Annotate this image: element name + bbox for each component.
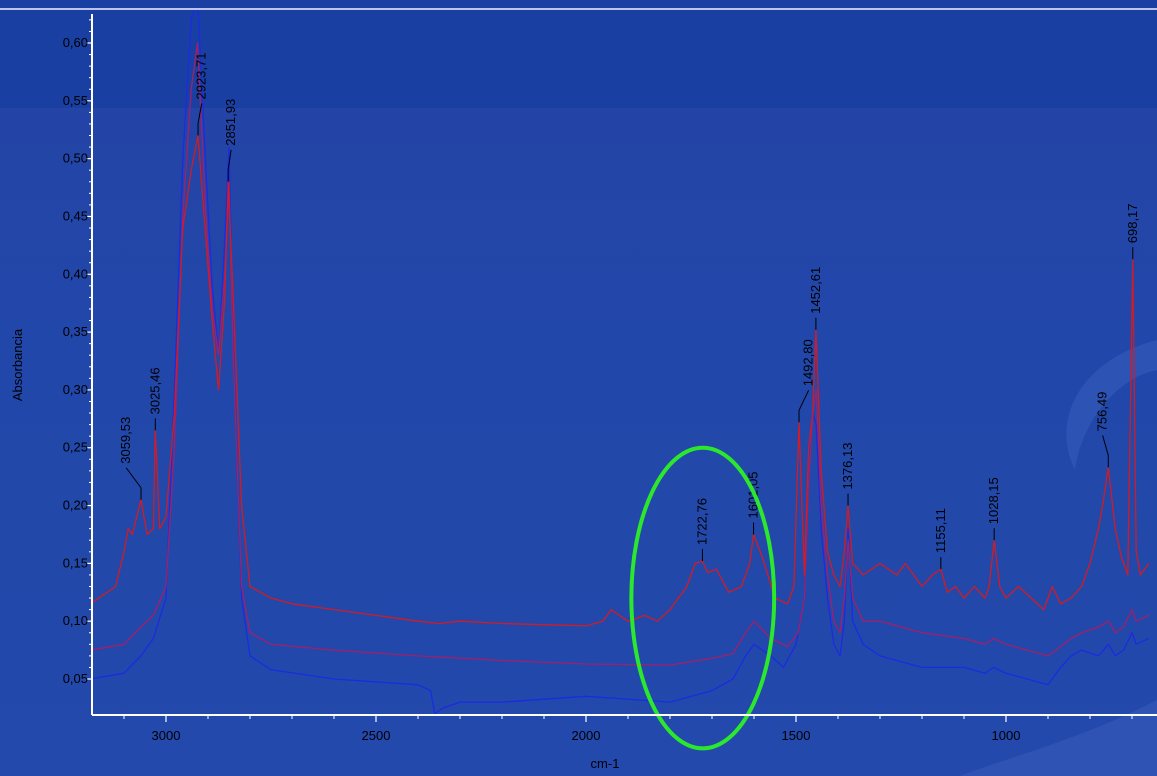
peak-label: 3025,46 [147,367,162,414]
y-tick-label: 0,60 [63,35,88,50]
decorative-swoosh [960,700,1157,776]
peak-label: 2923,71 [194,53,209,100]
peak-leader-line [125,467,142,489]
peak-label: 3059,53 [118,417,133,464]
peak-label: 1722,76 [694,498,709,545]
x-tick-layer: 3000 2500 2000 1500 1000 [123,715,1133,743]
y-tick-label: 0,25 [63,440,88,455]
highlight-ellipse [629,445,777,751]
blue-spectrum-line [92,10,1150,715]
y-tick-layer: 0,05 0,10 0,15 0,20 0,25 0,30 0,35 0,40 0,45 0,50… [63,19,92,686]
x-tick-label: 2000 [572,728,601,743]
y-tick-label: 0,20 [63,498,88,513]
y-tick-label: 0,10 [63,613,88,628]
red-spectrum-line [92,134,1150,627]
y-tick-label: 0,55 [63,93,88,108]
series-layer [92,10,1150,715]
purple-spectrum-line [92,42,1150,666]
peak-leader-line [798,390,810,411]
decorative-swoosh-right [1066,340,1157,470]
x-axis-title: cm-1 [591,756,620,771]
x-tick-label: 3000 [152,728,181,743]
x-tick-label: 1500 [782,728,811,743]
frame-line [0,8,1157,10]
peak-label: 1155,11 [933,508,948,553]
peak-label: 756,49 [1095,392,1110,432]
x-tick-label: 1000 [992,728,1021,743]
peak-label-layer: 3059,533025,462923,712851,931722,761601,… [118,53,1140,570]
y-tick-label: 0,30 [63,382,88,397]
peak-label: 1376,13 [840,443,855,490]
peak-label: 1028,15 [986,477,1001,524]
peak-leader-line [227,149,232,170]
header-band [0,0,1157,108]
x-tick-label: 2500 [362,728,391,743]
peak-leader-line [1102,435,1109,456]
y-tick-label: 0,35 [63,324,88,339]
peak-label: 698,17 [1125,203,1140,243]
y-tick-label: 0,50 [63,151,88,166]
y-tick-label: 0,40 [63,266,88,281]
y-tick-label: 0,15 [63,555,88,570]
annotation-layer [629,445,777,751]
y-tick-label: 0,05 [63,671,88,686]
y-axis-title: Absorbancia [10,328,25,401]
y-tick-label: 0,45 [63,208,88,223]
peak-leader-line [197,103,203,124]
peak-label: 2851,93 [223,99,238,146]
peak-label: 1452,61 [808,267,823,314]
peak-label: 1492,80 [801,339,816,386]
